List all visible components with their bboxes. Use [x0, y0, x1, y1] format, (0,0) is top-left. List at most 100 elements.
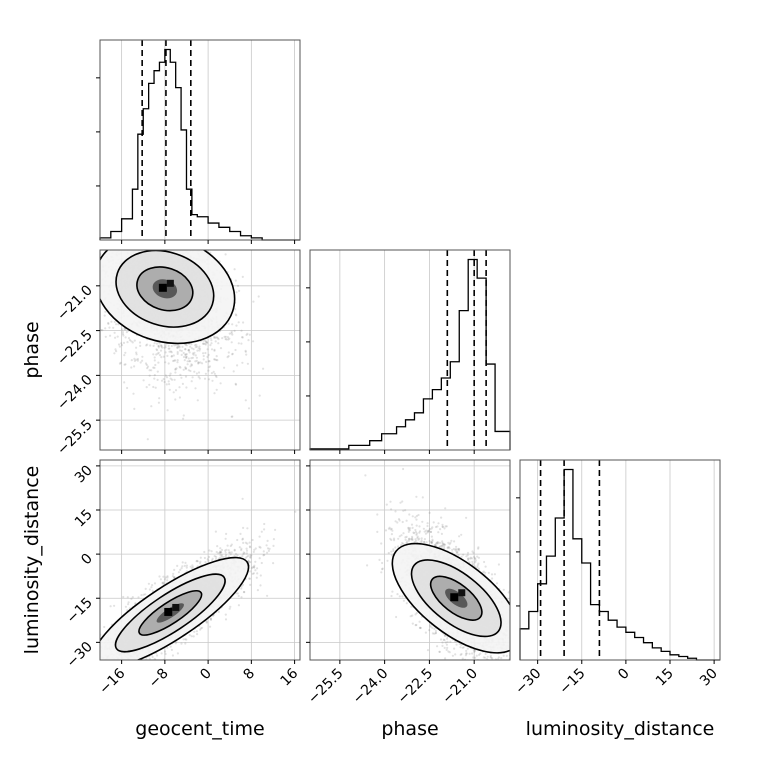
- sample-point: [245, 555, 248, 559]
- sample-point: [100, 661, 102, 663]
- sample-point: [244, 399, 247, 402]
- sample-point: [133, 407, 136, 410]
- sample-point: [121, 331, 124, 334]
- sample-point: [139, 344, 142, 347]
- sample-point: [177, 245, 179, 247]
- sample-point: [180, 246, 182, 248]
- sample-point: [210, 372, 213, 375]
- sample-point: [87, 261, 89, 263]
- sample-point: [65, 695, 67, 697]
- sample-point: [170, 355, 173, 358]
- sample-point: [109, 667, 111, 669]
- sample-point: [164, 346, 167, 349]
- sample-point: [210, 348, 214, 351]
- sample-point: [101, 244, 103, 246]
- sample-point: [153, 342, 156, 345]
- sample-point: [107, 321, 110, 325]
- sample-point: [174, 371, 177, 374]
- sample-point: [238, 289, 241, 292]
- sample-point: [184, 367, 187, 370]
- sample-point: [180, 353, 183, 356]
- sample-point: [156, 352, 159, 355]
- sample-point: [245, 549, 249, 552]
- sample-point: [207, 353, 210, 356]
- sample-point: [108, 245, 110, 247]
- sample-point: [114, 336, 117, 339]
- sample-point: [249, 554, 252, 557]
- sample-point: [181, 345, 184, 348]
- sample-point: [74, 218, 76, 220]
- sample-point: [193, 351, 196, 354]
- sample-point: [158, 397, 161, 400]
- sample-point: [91, 639, 93, 641]
- sample-point: [103, 672, 105, 674]
- panel-frame: [309, 249, 511, 451]
- sample-point: [241, 336, 244, 339]
- sample-point: [217, 342, 220, 345]
- sample-point: [228, 337, 231, 340]
- sample-point: [221, 337, 224, 340]
- sample-point: [139, 246, 141, 248]
- sample-point: [184, 245, 186, 247]
- sample-point: [192, 243, 194, 245]
- sample-point: [186, 363, 189, 366]
- sample-point: [57, 674, 59, 676]
- sample-point: [258, 394, 261, 397]
- sample-point: [150, 241, 152, 243]
- sample-point: [149, 344, 152, 347]
- sample-point: [126, 341, 129, 344]
- histogram-panel-geocent-time: [99, 39, 301, 241]
- sample-point: [188, 351, 191, 354]
- sample-point: [87, 675, 89, 677]
- sample-point: [209, 618, 213, 622]
- sample-point: [162, 246, 164, 248]
- sample-point: [136, 662, 138, 664]
- sample-point: [153, 240, 155, 242]
- sample-point: [198, 377, 201, 380]
- sample-point: [178, 365, 181, 368]
- sample-point: [215, 358, 218, 362]
- sample-point: [131, 596, 134, 599]
- sample-point: [175, 367, 178, 370]
- sample-point: [176, 652, 179, 655]
- sample-point: [86, 246, 88, 248]
- sample-point: [79, 669, 81, 671]
- sample-point: [170, 247, 172, 249]
- sample-point: [163, 247, 165, 249]
- sample-point: [232, 370, 235, 373]
- sample-point: [227, 351, 230, 354]
- sample-point: [149, 245, 151, 247]
- sample-point: [148, 374, 151, 377]
- sample-point: [204, 343, 207, 346]
- sample-point: [209, 617, 212, 620]
- sample-point: [234, 383, 238, 386]
- sample-point: [194, 245, 196, 247]
- sample-point: [155, 242, 157, 244]
- sample-point: [207, 559, 210, 562]
- sample-point: [181, 565, 184, 568]
- sample-point: [220, 548, 224, 552]
- sample-point: [112, 326, 115, 329]
- sample-point: [139, 361, 142, 364]
- sample-point: [202, 358, 205, 361]
- sample-point: [166, 354, 169, 357]
- sample-point: [234, 313, 237, 316]
- sample-point: [217, 338, 220, 341]
- sample-point: [178, 345, 181, 348]
- sample-point: [185, 356, 188, 360]
- sample-point: [247, 554, 250, 558]
- sample-point: [205, 341, 208, 344]
- sample-point: [122, 595, 125, 599]
- sample-point: [227, 338, 230, 341]
- sample-point: [148, 240, 150, 242]
- sample-point: [184, 343, 187, 346]
- sample-point: [210, 339, 213, 342]
- sample-point: [209, 344, 212, 347]
- sample-point: [109, 334, 112, 337]
- panel-background: [310, 250, 510, 450]
- sample-point: [195, 560, 198, 563]
- sample-point: [249, 560, 252, 564]
- sample-point: [152, 385, 155, 389]
- sample-point: [133, 339, 136, 342]
- sample-point: [207, 555, 211, 559]
